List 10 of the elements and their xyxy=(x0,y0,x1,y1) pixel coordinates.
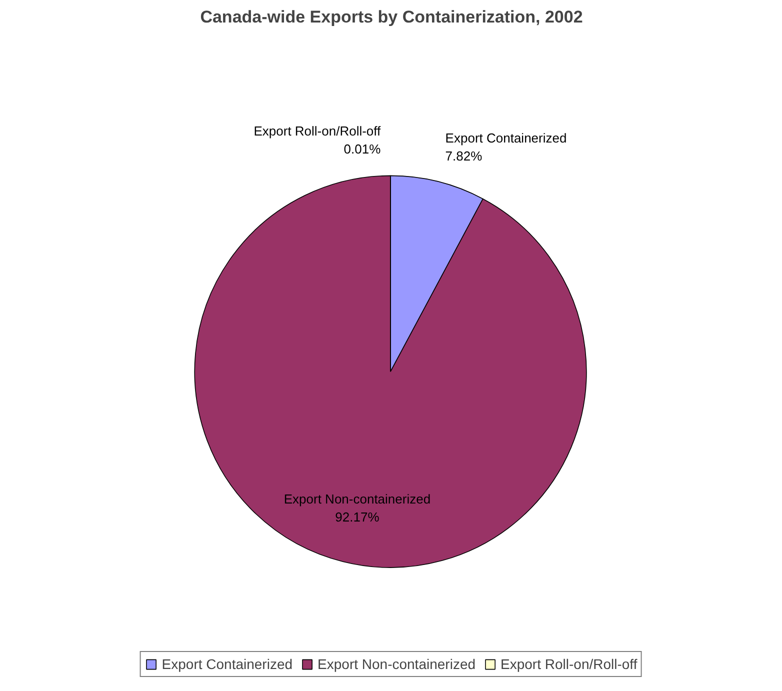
chart-title: Canada-wide Exports by Containerization, 2002 xyxy=(200,8,583,26)
legend-label: Export Non-containerized xyxy=(318,656,476,672)
slice-label: Export Containerized xyxy=(445,130,567,146)
legend-label: Export Containerized xyxy=(162,656,293,672)
slice-label: Export Roll-on/Roll-off xyxy=(254,124,382,139)
data-label: 7.82% xyxy=(445,148,483,164)
data-label: 0.01% xyxy=(344,142,382,157)
slice-label: Export Non-containerized xyxy=(284,492,431,507)
legend-label: Export Roll-on/Roll-off xyxy=(500,656,638,672)
data-label: 92.17% xyxy=(335,510,380,525)
